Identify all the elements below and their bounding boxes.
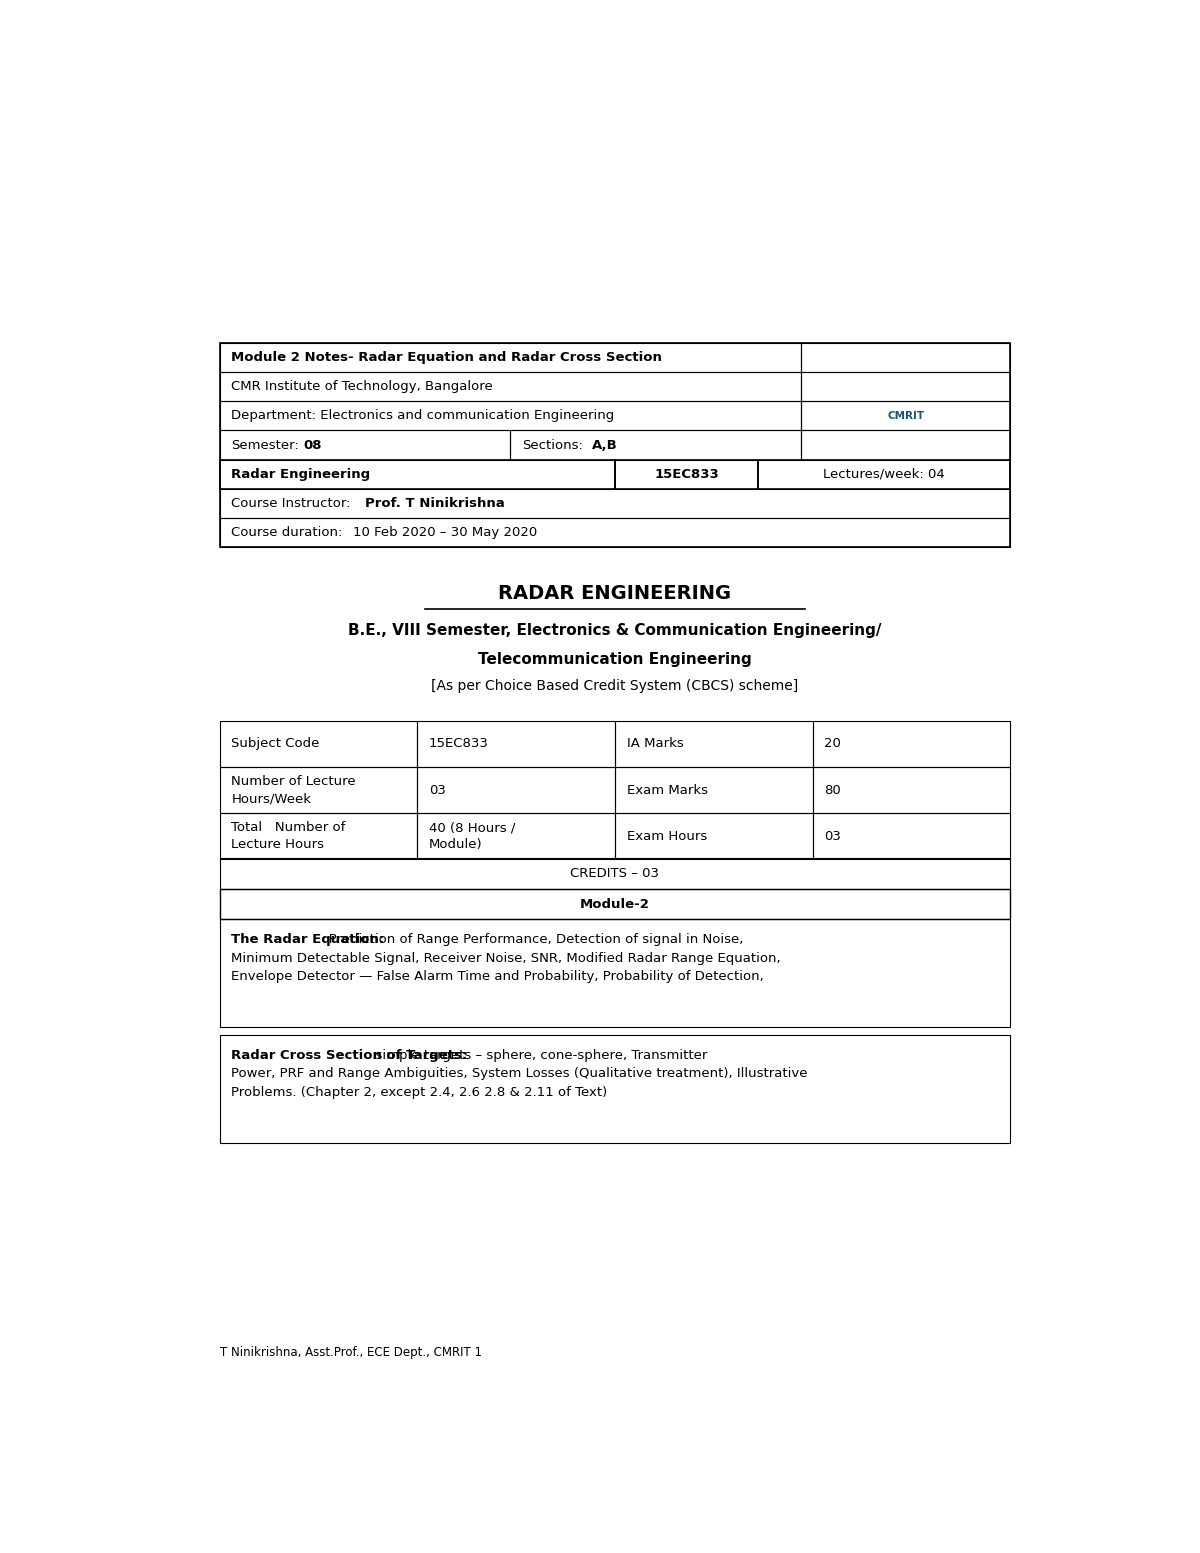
Bar: [616, 721, 812, 767]
Bar: [802, 371, 1010, 401]
Text: Course duration:: Course duration:: [232, 526, 347, 539]
Bar: [510, 430, 802, 460]
Bar: [812, 767, 1010, 814]
Text: 10 Feb 2020 – 30 May 2020: 10 Feb 2020 – 30 May 2020: [353, 526, 538, 539]
Text: Radar Engineering: Radar Engineering: [232, 467, 371, 481]
Bar: [802, 401, 1010, 430]
Bar: [812, 721, 1010, 767]
Bar: [812, 814, 1010, 859]
Text: 15EC833: 15EC833: [654, 467, 719, 481]
Text: Exam Marks: Exam Marks: [626, 784, 708, 797]
Text: 03: 03: [430, 784, 446, 797]
Text: The Radar Equation:: The Radar Equation:: [232, 933, 384, 946]
Text: A,B: A,B: [592, 438, 618, 452]
Text: 03: 03: [824, 829, 841, 843]
Text: RADAR ENGINEERING: RADAR ENGINEERING: [498, 584, 732, 603]
Text: 80: 80: [824, 784, 841, 797]
Text: Subject Code: Subject Code: [232, 738, 319, 750]
Bar: [616, 814, 812, 859]
Text: [As per Choice Based Credit System (CBCS) scheme]: [As per Choice Based Credit System (CBCS…: [431, 679, 799, 693]
Text: Module 2 Notes- Radar Equation and Radar Cross Section: Module 2 Notes- Radar Equation and Radar…: [232, 351, 662, 363]
Text: 15EC833: 15EC833: [430, 738, 488, 750]
Text: Lectures/week: 04: Lectures/week: 04: [823, 467, 946, 481]
Bar: [220, 1034, 1010, 1143]
Text: Prof. T Ninikrishna: Prof. T Ninikrishna: [366, 497, 505, 509]
Text: Telecommunication Engineering: Telecommunication Engineering: [478, 652, 752, 666]
Bar: [220, 814, 418, 859]
Bar: [220, 460, 616, 489]
Text: Module-2: Module-2: [580, 898, 650, 910]
Bar: [220, 888, 1010, 919]
Text: B.E., VIII Semester, Electronics & Communication Engineering/: B.E., VIII Semester, Electronics & Commu…: [348, 623, 882, 638]
Text: 20: 20: [824, 738, 841, 750]
Text: Sections:: Sections:: [522, 438, 583, 452]
Bar: [802, 343, 1010, 371]
Bar: [220, 767, 418, 814]
Bar: [802, 430, 1010, 460]
Text: Radar Cross Section of Targets:: Radar Cross Section of Targets:: [232, 1048, 468, 1062]
Bar: [220, 519, 1010, 548]
Text: Number of Lecture
Hours/Week: Number of Lecture Hours/Week: [232, 775, 356, 804]
Bar: [220, 401, 802, 430]
Bar: [220, 489, 1010, 519]
Text: Department: Electronics and communication Engineering: Department: Electronics and communicatio…: [232, 410, 614, 422]
Text: Semester:: Semester:: [232, 438, 299, 452]
Bar: [220, 371, 802, 401]
Text: Course Instructor:: Course Instructor:: [232, 497, 355, 509]
Bar: [220, 343, 1010, 548]
Bar: [220, 430, 510, 460]
Text: Prediction of Range Performance, Detection of signal in Noise,
Minimum Detectabl: Prediction of Range Performance, Detecti…: [232, 933, 781, 983]
Bar: [418, 814, 616, 859]
Bar: [616, 767, 812, 814]
Bar: [418, 721, 616, 767]
Text: CMR Institute of Technology, Bangalore: CMR Institute of Technology, Bangalore: [232, 380, 493, 393]
Text: Exam Hours: Exam Hours: [626, 829, 707, 843]
Bar: [220, 343, 802, 371]
Bar: [616, 460, 758, 489]
Bar: [418, 767, 616, 814]
Text: 40 (8 Hours /
Module): 40 (8 Hours / Module): [430, 822, 515, 851]
Text: CMRIT: CMRIT: [887, 412, 924, 421]
Text: IA Marks: IA Marks: [626, 738, 683, 750]
Text: 08: 08: [304, 438, 322, 452]
Text: Total   Number of
Lecture Hours: Total Number of Lecture Hours: [232, 822, 346, 851]
Bar: [220, 857, 1010, 888]
Bar: [758, 460, 1010, 489]
Text: simple targets – sphere, cone-sphere, Transmitter
Power, PRF and Range Ambiguiti: simple targets – sphere, cone-sphere, Tr…: [232, 1048, 808, 1100]
Bar: [220, 721, 418, 767]
Text: T Ninikrishna, Asst.Prof., ECE Dept., CMRIT 1: T Ninikrishna, Asst.Prof., ECE Dept., CM…: [220, 1346, 481, 1359]
Bar: [220, 919, 1010, 1027]
Text: CREDITS – 03: CREDITS – 03: [570, 867, 660, 879]
